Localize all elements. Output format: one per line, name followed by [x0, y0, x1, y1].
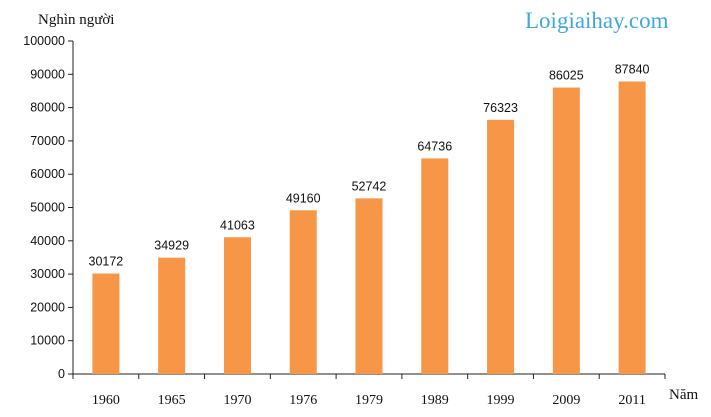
y-axis-ticks: 0 10000 20000 30000 40000 50000 60000 70000 8000…: [23, 34, 73, 381]
bar-1970: [223, 237, 251, 374]
bar-1999: [487, 119, 515, 374]
data-label-2011: 87840: [615, 62, 650, 76]
data-labels: 30172 34929 41063 49160 52742 64736 76323 86025…: [89, 62, 650, 268]
bar-1976: [289, 210, 317, 374]
data-label-1960: 30172: [89, 255, 124, 269]
data-label-1989: 64736: [417, 139, 452, 153]
y-tick-label: 90000: [30, 67, 65, 81]
bar-1979: [355, 198, 383, 374]
x-axis-title: Năm: [669, 387, 698, 403]
data-label-1976: 49160: [286, 191, 321, 205]
x-tick-label: 1989: [421, 393, 449, 408]
y-axis-title: Nghìn người: [38, 12, 114, 28]
data-label-1965: 34929: [154, 239, 189, 253]
y-tick-label: 100000: [23, 34, 65, 48]
data-label-1970: 41063: [220, 218, 255, 232]
x-tick-label: 1960: [92, 393, 120, 408]
watermark-logo: Loigiaihay.com: [525, 8, 669, 33]
bar-2011: [618, 81, 646, 374]
y-tick-label: 0: [58, 367, 65, 381]
data-label-1979: 52742: [352, 179, 387, 193]
y-tick-label: 50000: [30, 201, 65, 215]
data-label-1999: 76323: [483, 101, 518, 115]
y-tick-label: 20000: [30, 300, 65, 314]
x-tick-label: 2009: [552, 393, 580, 408]
x-tick-label: 1976: [289, 393, 317, 408]
x-axis-ticks: 1960 1965 1970 1976 1979 1989 1999 2009 2011: [72, 374, 666, 408]
y-tick-label: 80000: [30, 101, 65, 115]
x-tick-label: 1970: [223, 393, 251, 408]
bar-1960: [92, 273, 120, 374]
bar-1965: [158, 257, 186, 374]
data-label-2009: 86025: [549, 69, 584, 83]
y-tick-label: 10000: [30, 334, 65, 348]
bars: [92, 81, 646, 375]
y-tick-label: 70000: [30, 134, 65, 148]
bar-2009: [552, 87, 580, 375]
y-tick-label: 40000: [30, 234, 65, 248]
x-tick-label: 2011: [618, 393, 645, 408]
y-tick-label: 60000: [30, 167, 65, 181]
y-tick-label: 30000: [30, 267, 65, 281]
x-tick-label: 1965: [158, 393, 186, 408]
x-tick-label: 1979: [355, 393, 383, 408]
bar-1989: [421, 158, 449, 374]
x-tick-label: 1999: [487, 393, 515, 408]
